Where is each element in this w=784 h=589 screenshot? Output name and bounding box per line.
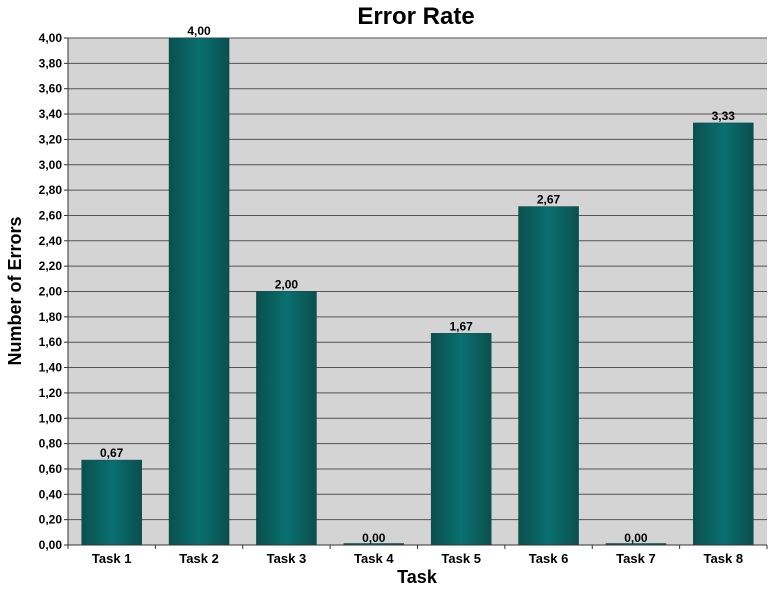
data-label: 0,00: [362, 531, 386, 545]
x-tick-label: Task 4: [354, 551, 394, 566]
data-label: 1,67: [450, 319, 474, 333]
data-label: 3,33: [712, 109, 736, 123]
y-tick-label: 2,40: [39, 234, 63, 248]
y-tick-label: 2,00: [39, 285, 63, 299]
chart-title: Error Rate: [357, 3, 474, 30]
y-tick-label: 0,00: [39, 538, 63, 552]
x-tick-label: Task 6: [529, 551, 569, 566]
y-tick-label: 1,20: [39, 386, 63, 400]
data-labels: 0,67 4,00 2,00 0,00 1,67 2,67 0,00 3,33: [100, 24, 735, 545]
data-label: 0,67: [100, 446, 124, 460]
x-tick-label: Task 8: [704, 551, 744, 566]
x-axis-ticks: Task 1 Task 2 Task 3 Task 4 Task 5 Task 6 Task…: [67, 545, 768, 566]
bar-task-1: [81, 459, 142, 546]
y-tick-label: 4,00: [39, 31, 63, 45]
y-tick-label: 2,60: [39, 208, 63, 222]
bar-task-6: [518, 206, 579, 546]
bars: [81, 37, 754, 546]
x-tick-label: Task 5: [441, 551, 481, 566]
bar-task-2: [168, 37, 230, 546]
y-axis-ticks: 0,00 0,20 0,40 0,60 0,80 1,00 1,20 1,40 1,60 1,80…: [39, 31, 68, 552]
bar-task-5: [430, 333, 492, 546]
y-tick-label: 1,60: [39, 335, 63, 349]
y-tick-label: 1,80: [39, 310, 63, 324]
x-tick-label: Task 1: [92, 551, 132, 566]
y-tick-label: 0,20: [39, 513, 63, 527]
x-tick-label: Task 7: [616, 551, 656, 566]
x-axis-title: Task: [397, 567, 438, 587]
y-tick-label: 2,20: [39, 259, 63, 273]
bar-task-3: [256, 291, 317, 546]
data-label: 2,67: [537, 193, 561, 207]
y-tick-label: 3,60: [39, 82, 63, 96]
y-tick-label: 2,80: [39, 183, 63, 197]
y-tick-label: 1,00: [39, 411, 63, 425]
x-tick-label: Task 3: [267, 551, 307, 566]
y-axis-title: Number of Errors: [5, 216, 25, 365]
x-tick-label: Task 2: [179, 551, 219, 566]
bar-task-8: [693, 122, 754, 546]
y-tick-label: 3,80: [39, 56, 63, 70]
y-tick-label: 0,60: [39, 462, 63, 476]
y-tick-label: 3,40: [39, 107, 63, 121]
data-label: 0,00: [624, 531, 648, 545]
y-tick-label: 3,00: [39, 158, 63, 172]
y-tick-label: 1,40: [39, 361, 63, 375]
data-label: 2,00: [275, 278, 299, 292]
y-tick-label: 0,80: [39, 437, 63, 451]
data-label: 4,00: [187, 24, 211, 38]
y-tick-label: 0,40: [39, 487, 63, 501]
y-tick-label: 3,20: [39, 132, 63, 146]
